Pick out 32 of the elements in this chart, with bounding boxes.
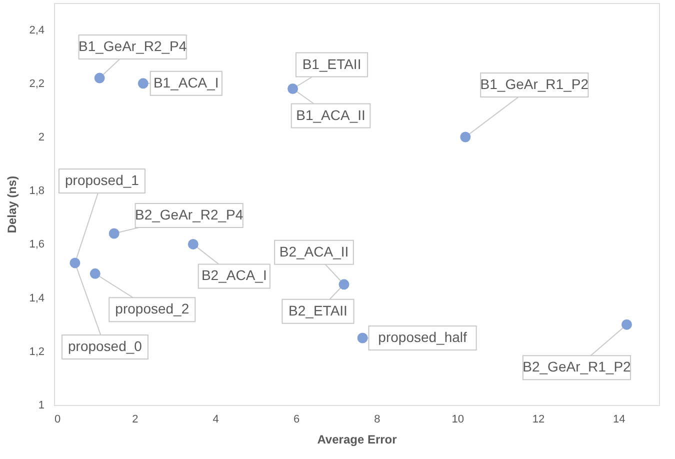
annotation: B1_GeAr_R2_P4 [78,38,187,54]
annotation: B2_ACA_II [279,243,349,260]
annotation: B1_ETAII [302,56,362,72]
x-tick-label: 2 [132,414,138,426]
y-axis-title: Delay (ns) [5,176,20,234]
y-tick-label: 1,8 [29,185,44,198]
y-tick-label: 1,4 [29,292,44,304]
y-tick-label: 1 [38,400,44,412]
annotation: B1_ACA_I [153,74,219,90]
annotation: proposed_1 [64,172,140,188]
annotation: proposed_half [378,329,468,345]
x-tick-label: 0 [54,414,61,426]
y-tick-label: 1,2 [29,346,44,358]
x-tick-label: 14 [613,414,626,426]
y-tick-label: 2 [38,132,44,144]
y-tick-label: 2,2 [29,78,44,90]
annotation: B2_GeAr_R2_P4 [135,206,244,222]
x-tick-label: 6 [293,414,300,426]
x-axis-title: Average Error [317,432,398,446]
x-tick-label: 12 [532,414,545,426]
x-tick-label: 10 [452,414,464,426]
annotation: B2_ACA_I [201,267,267,284]
x-tick-label: 8 [374,414,380,426]
annotation: B2_GeAr_R1_P2 [522,358,632,375]
annotation: proposed_0 [68,338,142,354]
y-tick-label: 2,4 [29,24,44,36]
annotation: proposed_2 [115,300,190,317]
x-tick-label: 4 [212,414,219,426]
annotation: B1_ACA_II [296,106,366,123]
annotation: B1_GeAr_R1_P2 [480,76,589,92]
annotation: B2_ETAII [288,302,348,318]
y-tick-label: 1,6 [29,238,44,251]
